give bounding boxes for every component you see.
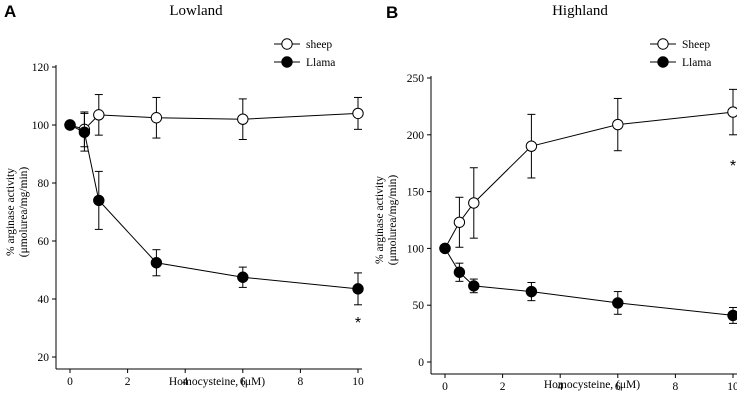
panel-title: Highland <box>552 3 608 19</box>
y-tick-label: 0 <box>418 357 424 369</box>
x-tick-label: 2 <box>125 376 131 388</box>
x-tick-label: 10 <box>352 376 364 388</box>
series-line <box>444 248 734 316</box>
data-point <box>78 126 91 138</box>
data-point <box>525 285 538 298</box>
legend-label: Sheep <box>682 39 710 51</box>
data-point <box>468 280 480 292</box>
y-tick-label: 250 <box>407 73 425 85</box>
x-axis-label: Homocysteine, (μM) <box>544 379 640 391</box>
series-line <box>69 124 359 290</box>
series-line <box>444 111 734 249</box>
data-point <box>453 266 466 278</box>
x-tick-label: 4 <box>182 376 188 388</box>
data-point <box>352 107 364 120</box>
series-sheep <box>64 94 364 148</box>
data-point <box>237 113 249 125</box>
legend-marker <box>281 38 293 50</box>
data-point <box>453 216 466 228</box>
y-axis-label-line2: (μmolurea/mg/min) <box>387 175 399 266</box>
legend-label: sheep <box>306 39 332 51</box>
y-tick-label: 60 <box>38 236 50 248</box>
series-line <box>69 112 359 130</box>
y-tick-label: 100 <box>407 243 425 255</box>
data-point <box>150 112 163 124</box>
data-point <box>727 106 737 118</box>
y-tick-label: 40 <box>38 294 50 306</box>
data-point <box>612 118 624 131</box>
series-llama <box>64 112 364 306</box>
legend-marker <box>657 38 669 50</box>
legend-marker <box>657 56 669 68</box>
y-tick-label: 50 <box>413 300 425 312</box>
data-point <box>468 197 480 209</box>
x-tick-label: 4 <box>557 381 563 393</box>
data-point <box>727 309 737 322</box>
data-point <box>352 283 364 295</box>
panel-b: B Highland 0 50 100 150 200 250 0 2 4 6 8 10 Homocyste… <box>374 3 737 393</box>
y-tick-label: 150 <box>407 187 425 199</box>
y-tick-label: 200 <box>407 130 425 142</box>
x-tick-label: 0 <box>442 381 448 393</box>
panel-letter: A <box>4 2 16 21</box>
x-tick-label: 8 <box>673 381 679 393</box>
x-tick-label: 10 <box>727 381 737 393</box>
x-tick-label: 0 <box>67 376 73 388</box>
series-sheep <box>439 88 737 255</box>
series-llama <box>439 242 737 324</box>
y-axis-label-line1: % arginase activity <box>5 168 17 256</box>
data-point <box>439 242 451 255</box>
significance-asterisk: * <box>355 315 361 332</box>
y-tick-label: 80 <box>38 178 50 190</box>
x-axis-label: Homocysteine, (μM) <box>169 376 265 388</box>
data-point <box>525 140 538 152</box>
y-tick-label: 20 <box>38 352 50 364</box>
x-tick-label: 2 <box>500 381 506 393</box>
y-axis-label-line1: % arginase activity <box>374 176 386 264</box>
panel-a: A Lowland 20 40 60 80 100 120 0 2 4 6 8 10 Homocystein… <box>4 2 364 388</box>
y-axis-label-line2: (μmolurea/mg/min) <box>18 167 30 258</box>
panel-title: Lowland <box>169 3 223 19</box>
data-point <box>64 119 76 131</box>
x-tick-label: 8 <box>298 376 304 388</box>
data-point <box>237 271 249 283</box>
legend-marker <box>281 56 293 68</box>
x-tick-label: 6 <box>615 381 621 393</box>
significance-asterisk: * <box>730 158 736 175</box>
x-tick-label: 6 <box>240 376 246 388</box>
data-point <box>612 297 624 309</box>
legend-label: Llama <box>682 57 711 69</box>
legend-label: Llama <box>306 57 335 69</box>
data-point <box>150 257 163 269</box>
y-tick-label: 120 <box>32 62 50 74</box>
y-tick-label: 100 <box>32 120 50 132</box>
data-point <box>93 194 105 207</box>
panel-letter: B <box>386 3 398 22</box>
data-point <box>93 109 105 121</box>
